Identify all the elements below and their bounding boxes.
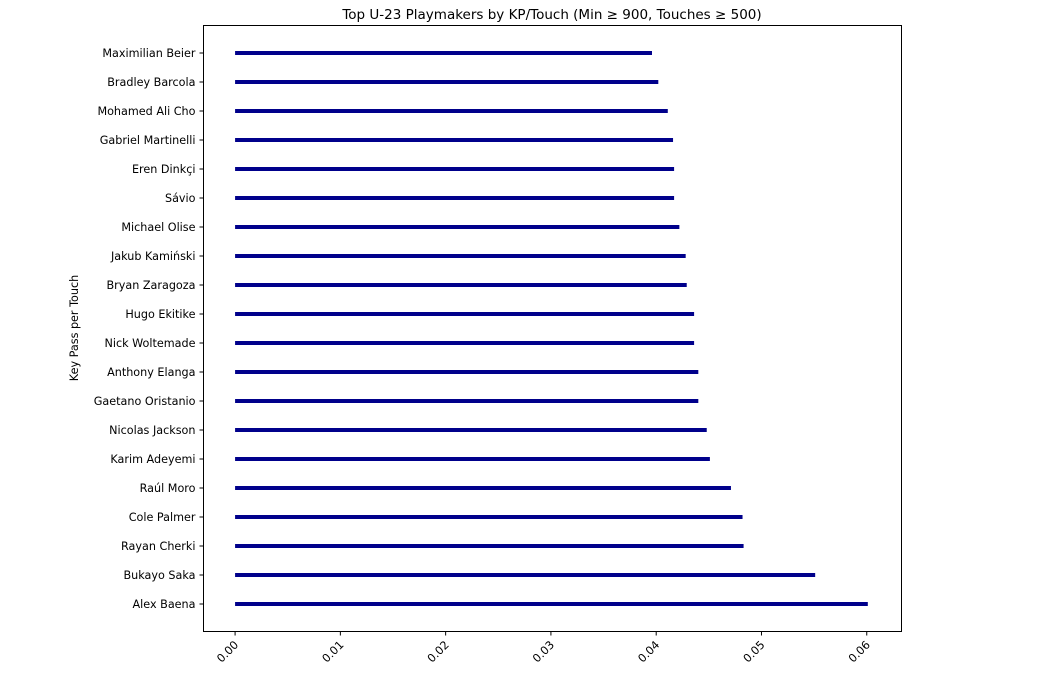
y-axis-label: Key Pass per Touch	[68, 275, 81, 381]
y-tick-label: Eren Dinkçi	[132, 163, 196, 176]
plot-frame	[203, 25, 902, 632]
y-tick-label: Hugo Ekitike	[125, 308, 195, 321]
y-tick-label: Bradley Barcola	[107, 76, 195, 89]
bars-layer	[235, 51, 868, 606]
bar	[235, 486, 731, 490]
bar	[235, 80, 659, 84]
y-tick-label: Alex Baena	[133, 598, 196, 611]
y-tick-label: Anthony Elanga	[107, 366, 195, 379]
y-tick-label: Gaetano Oristanio	[94, 395, 196, 408]
bar	[235, 370, 699, 374]
y-tick-label: Michael Olise	[121, 221, 195, 234]
y-tick-label: Bryan Zaragoza	[106, 279, 195, 292]
bar	[235, 341, 695, 345]
bar	[235, 457, 710, 461]
bar	[235, 225, 680, 229]
bar	[235, 167, 675, 171]
bar	[235, 428, 707, 432]
y-tick-label: Mohamed Ali Cho	[97, 105, 195, 118]
y-axis-ticks: Maximilian Beier Bradley Barcola Mohamed A…	[94, 47, 204, 611]
bar	[235, 138, 674, 142]
y-tick-label: Gabriel Martinelli	[100, 134, 196, 147]
y-tick-label: Maximilian Beier	[102, 47, 196, 60]
y-tick-label: Raúl Moro	[140, 482, 196, 495]
bar	[235, 602, 868, 606]
chart-title: Top U-23 Playmakers by KP/Touch (Min ≥ 9…	[341, 7, 761, 23]
bar	[235, 399, 699, 403]
bar	[235, 254, 686, 258]
y-tick-label: Jakub Kamiński	[110, 250, 196, 263]
bar	[235, 51, 652, 55]
y-tick-label: Rayan Cherki	[121, 540, 195, 553]
bar	[235, 196, 675, 200]
y-tick-label: Cole Palmer	[129, 511, 196, 524]
bar	[235, 109, 668, 113]
bar	[235, 312, 695, 316]
bar	[235, 515, 743, 519]
bar	[235, 544, 744, 548]
y-tick-label: Nick Woltemade	[104, 337, 195, 350]
y-tick-label: Nicolas Jackson	[109, 424, 195, 437]
y-tick-label: Karim Adeyemi	[110, 453, 195, 466]
y-tick-label: Bukayo Saka	[123, 569, 195, 582]
y-tick-label: Sávio	[165, 192, 196, 205]
bar	[235, 573, 816, 577]
bar	[235, 283, 687, 287]
